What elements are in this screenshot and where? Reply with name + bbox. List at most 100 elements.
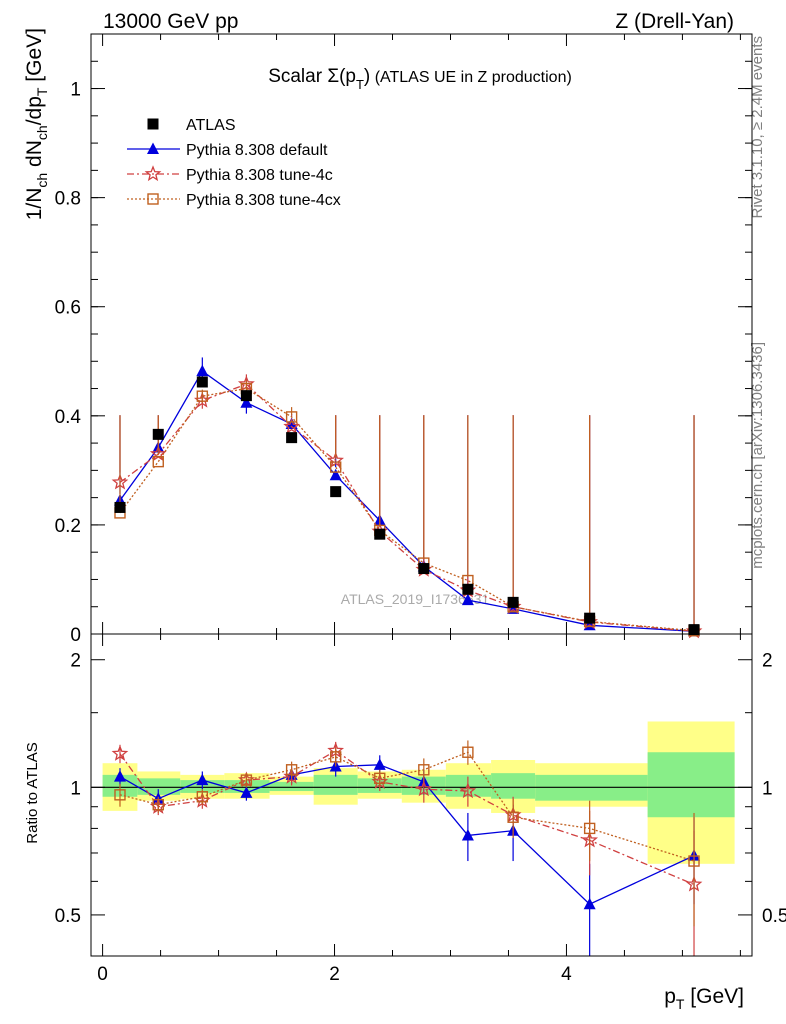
ratio-tune4c-point	[111, 745, 129, 761]
ratio-tune4cx-point	[462, 746, 474, 758]
main-tune4cx-line	[119, 387, 695, 632]
main-atlas-point	[418, 563, 430, 575]
legend-item-default: Pythia 8.308 default	[127, 142, 328, 159]
ratio-default-point	[373, 758, 386, 770]
plot-title-rest: (ATLAS UE in Z production)	[370, 69, 572, 86]
legend-item-atlas: ATLAS	[147, 117, 236, 134]
mcplots-label: mcplots.cern.ch [arXiv:1306.3436]	[749, 342, 766, 569]
header-right: Z (Drell-Yan)	[615, 10, 734, 33]
x-tick-label: 2	[329, 964, 340, 985]
main-atlas-point	[374, 528, 386, 540]
main-ytick-label: 0.4	[55, 407, 82, 428]
legend-label-tune4cx: Pythia 8.308 tune-4cx	[186, 192, 341, 209]
legend-label-default: Pythia 8.308 default	[186, 142, 328, 159]
ratio-ytick-label-right: 0.5	[762, 906, 786, 927]
rivet-label: Rivet 3.1.10, ≥ 2.4M events	[749, 36, 766, 219]
ratio-ytick-label: 2	[70, 651, 81, 672]
x-axis-label-main: p	[664, 985, 676, 1008]
ratio-tune4cx-point	[329, 751, 342, 763]
ratio-default-point	[240, 786, 253, 798]
legend-label-tune4c: Pythia 8.308 tune-4c	[186, 167, 333, 184]
ratio-band-green	[269, 781, 314, 792]
main-atlas-point	[196, 376, 208, 388]
main-default-point	[240, 396, 253, 408]
legend-marker-tune4cx	[147, 193, 159, 205]
main-tune4cx-point	[152, 455, 164, 468]
ratio-ylabel: Ratio to ATLAS	[24, 742, 41, 843]
main-ytick-label: 0.2	[55, 516, 81, 537]
ratio-ytick-label: 1	[70, 778, 81, 799]
x-tick-label: 4	[561, 964, 572, 985]
ratio-default-point	[113, 770, 126, 782]
main-atlas-point	[152, 428, 164, 440]
ratio-tune4cx-point	[507, 811, 519, 823]
main-atlas-point	[688, 624, 700, 636]
legend-item-tune4cx: Pythia 8.308 tune-4cx	[127, 192, 341, 209]
x-tick-label: 0	[97, 964, 108, 985]
header-left: 13000 GeV pp	[103, 10, 238, 33]
ratio-tune4cx-point	[688, 855, 700, 867]
main-ytick-label: 0	[70, 625, 81, 646]
main-default-point	[329, 468, 342, 481]
main-atlas-point	[286, 432, 298, 444]
ratio-band-green	[491, 773, 536, 799]
x-axis-label: pT [GeV]	[664, 985, 744, 1012]
main-default-point	[196, 364, 209, 377]
main-atlas-point	[507, 596, 519, 608]
ratio-default-point	[461, 828, 474, 841]
legend-label-atlas: ATLAS	[186, 117, 236, 134]
plot-title-main: Scalar Σ(p	[268, 66, 356, 87]
watermark: ATLAS_2019_I1736531	[341, 591, 490, 607]
legend-marker-atlas	[147, 118, 159, 130]
ratio-tune4c-point	[459, 782, 477, 799]
main-atlas-point	[462, 583, 474, 595]
main-atlas-point	[330, 486, 342, 498]
ratio-ytick-label-right: 2	[762, 651, 773, 672]
x-axis-label-sub: T	[676, 996, 685, 1012]
main-tune4c-line	[119, 383, 695, 632]
main-atlas	[114, 376, 700, 636]
main-atlas-point	[240, 390, 252, 402]
ratio-tune4cx	[114, 740, 700, 927]
ratio-tune4cx-point	[152, 798, 164, 811]
x-axis-label-rest: [GeV]	[684, 985, 744, 1008]
main-tune4cx-point	[329, 461, 342, 473]
ratio-tune4cx-point	[374, 772, 386, 785]
main-ytick-label: 0.6	[55, 298, 81, 319]
ratio-band-green	[137, 778, 181, 795]
plot-title-close: )	[364, 66, 370, 87]
main-default-point	[461, 593, 474, 606]
ratio-tune4cx-point	[240, 774, 253, 786]
ratio-tune4cx-line	[119, 751, 695, 862]
plot-title: Scalar Σ(pT) (ATLAS UE in Z production)	[268, 66, 572, 92]
ratio-tune4c-line	[119, 749, 695, 886]
ratio-tune4cx-point	[196, 791, 209, 803]
main-default-point	[285, 417, 298, 429]
main-panel: ATLAS_2019_I1736531 0 0.2 0.4 0.6 0.8 1 Scala…	[23, 28, 753, 646]
ratio-tune4cx-point	[114, 789, 126, 801]
ratio-ytick-label-right: 1	[762, 778, 773, 799]
main-tune4c-point	[283, 417, 300, 434]
main-tune4cx-point	[196, 390, 209, 402]
ratio-ytick-label: 0.5	[55, 906, 81, 927]
ratio-default-point	[196, 773, 209, 786]
plot-title-sub: T	[356, 77, 364, 92]
legend-marker-tune4c	[144, 165, 162, 182]
main-tune4cx	[114, 380, 700, 637]
main-ytick-label: 1	[70, 80, 81, 101]
main-atlas-point	[114, 501, 126, 513]
main-tune4c-point	[327, 451, 344, 468]
ratio-tune4cx-point	[418, 764, 430, 776]
ratio-tune4c-point	[415, 780, 433, 797]
ratio-frame	[90, 633, 753, 957]
ratio-band-green	[647, 752, 735, 818]
legend-marker-default	[147, 142, 159, 154]
ratio-default-point	[583, 897, 596, 910]
ratio-tune4cx-point	[285, 764, 298, 776]
ratio-band-green	[313, 774, 358, 795]
legend-item-tune4c: Pythia 8.308 tune-4c	[127, 165, 333, 184]
main-atlas-point	[584, 612, 596, 624]
ratio-tune4cx-point	[583, 822, 596, 835]
main-ytick-label: 0.8	[55, 189, 81, 210]
